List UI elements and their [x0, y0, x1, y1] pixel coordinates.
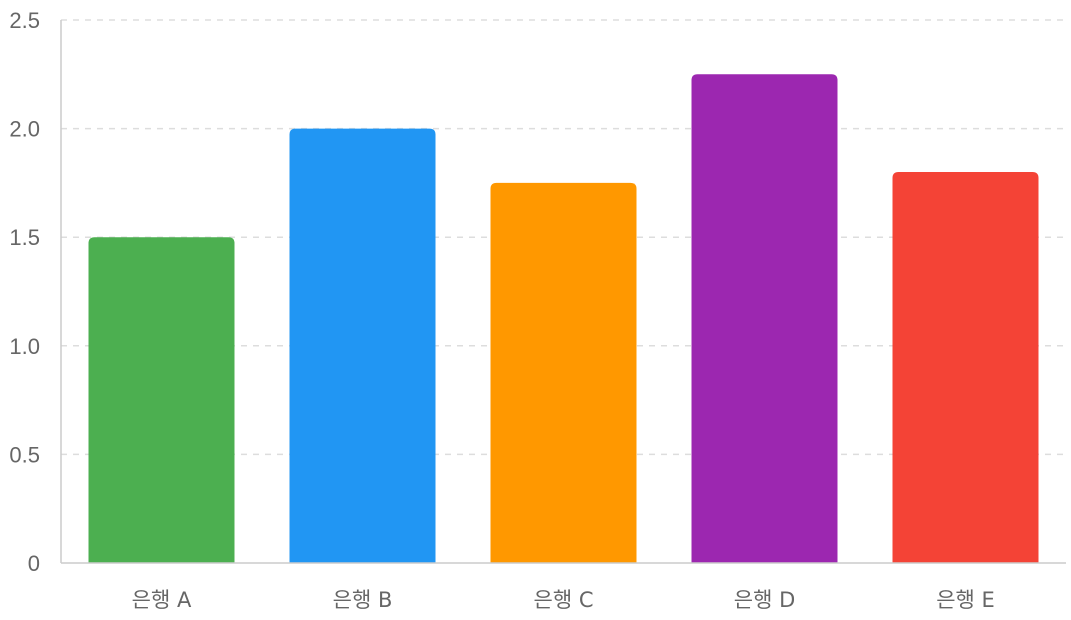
- x-tick-label: 은행 D: [734, 588, 796, 612]
- x-tick-label: 은행 C: [534, 588, 594, 612]
- y-tick-label: 2.5: [9, 8, 40, 33]
- y-tick-label: 2.0: [9, 117, 40, 142]
- x-tick-label: 은행 E: [936, 588, 995, 612]
- y-tick-label: 0: [28, 551, 40, 576]
- y-tick-label: 1.5: [9, 225, 40, 250]
- x-axis-ticks: 은행 A 은행 B 은행 C 은행 D 은행 E: [132, 588, 995, 612]
- bar-a: [88, 237, 235, 563]
- bar-b: [289, 128, 436, 563]
- y-tick-label: 1.0: [9, 334, 40, 359]
- bar-c: [490, 182, 637, 563]
- bar-d: [691, 74, 838, 564]
- y-tick-label: 0.5: [9, 442, 40, 467]
- bars: [88, 74, 1039, 564]
- x-tick-label: 은행 A: [132, 588, 192, 612]
- bar-e: [892, 172, 1039, 564]
- x-tick-label: 은행 B: [333, 588, 393, 612]
- y-axis-ticks: 0 0.5 1.0 1.5 2.0 2.5: [9, 8, 62, 576]
